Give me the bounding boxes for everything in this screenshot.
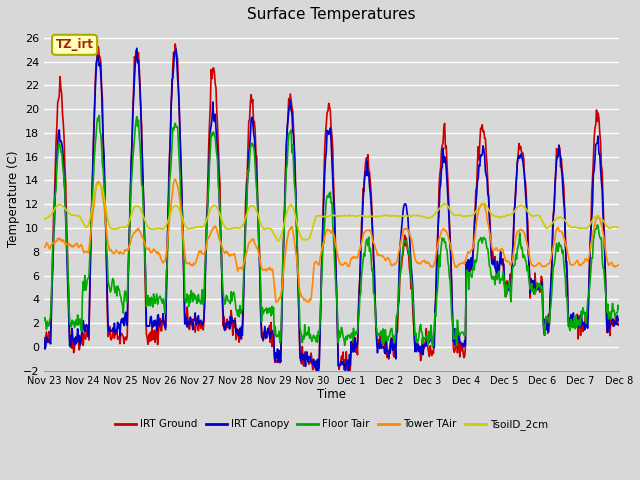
Line: TsoilD_2cm: TsoilD_2cm [44,183,619,241]
Floor Tair [419,341,427,347]
IRT Ground [172,41,179,47]
TsoilD_2cm [111,226,118,231]
IRT Canopy [51,219,58,225]
TsoilD_2cm [51,206,58,212]
Tower TAir [168,193,176,199]
Line: IRT Ground: IRT Ground [44,44,619,377]
TsoilD_2cm [420,214,428,219]
Floor Tair [95,112,103,118]
IRT Canopy [615,317,623,323]
X-axis label: Time: Time [317,388,346,401]
TsoilD_2cm [95,180,103,186]
Line: Tower TAir: Tower TAir [44,179,619,302]
Tower TAir [110,251,118,257]
IRT Canopy [40,336,48,342]
Tower TAir [615,262,623,267]
Floor Tair [51,199,58,205]
Floor Tair [403,239,410,244]
IRT Canopy [110,328,118,334]
Tower TAir [40,244,48,250]
IRT Ground [199,327,207,333]
Tower TAir [403,225,411,231]
TsoilD_2cm [403,213,411,219]
IRT Canopy [169,76,177,82]
Floor Tair [169,125,177,131]
IRT Ground [420,346,428,351]
IRT Ground [346,374,353,380]
Floor Tair [615,306,623,312]
IRT Ground [40,335,48,341]
IRT Canopy [345,376,353,382]
Line: Floor Tair: Floor Tair [44,115,619,347]
Legend: IRT Ground, IRT Canopy, Floor Tair, Tower TAir, TsoilD_2cm: IRT Ground, IRT Canopy, Floor Tair, Towe… [111,415,552,434]
IRT Ground [110,330,118,336]
TsoilD_2cm [40,216,48,221]
Tower TAir [199,251,207,257]
Floor Tair [199,301,207,307]
Floor Tair [429,344,436,350]
IRT Ground [168,89,176,95]
Floor Tair [40,317,48,323]
TsoilD_2cm [199,224,207,229]
Tower TAir [272,300,280,305]
TsoilD_2cm [275,238,282,244]
Y-axis label: Temperature (C): Temperature (C) [7,150,20,247]
TsoilD_2cm [169,205,177,211]
IRT Ground [615,321,623,326]
IRT Canopy [403,210,411,216]
IRT Canopy [133,46,141,51]
Text: TZ_irt: TZ_irt [56,38,93,51]
IRT Ground [403,244,411,250]
IRT Canopy [199,319,207,325]
Title: Surface Temperatures: Surface Temperatures [247,7,416,22]
Tower TAir [420,258,428,264]
IRT Ground [51,194,58,200]
TsoilD_2cm [615,225,623,230]
IRT Canopy [420,342,428,348]
Floor Tair [111,287,118,293]
Line: IRT Canopy: IRT Canopy [44,48,619,379]
Tower TAir [51,240,58,246]
Tower TAir [172,176,179,182]
